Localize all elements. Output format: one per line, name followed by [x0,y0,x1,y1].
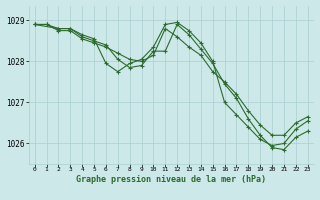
X-axis label: Graphe pression niveau de la mer (hPa): Graphe pression niveau de la mer (hPa) [76,175,266,184]
